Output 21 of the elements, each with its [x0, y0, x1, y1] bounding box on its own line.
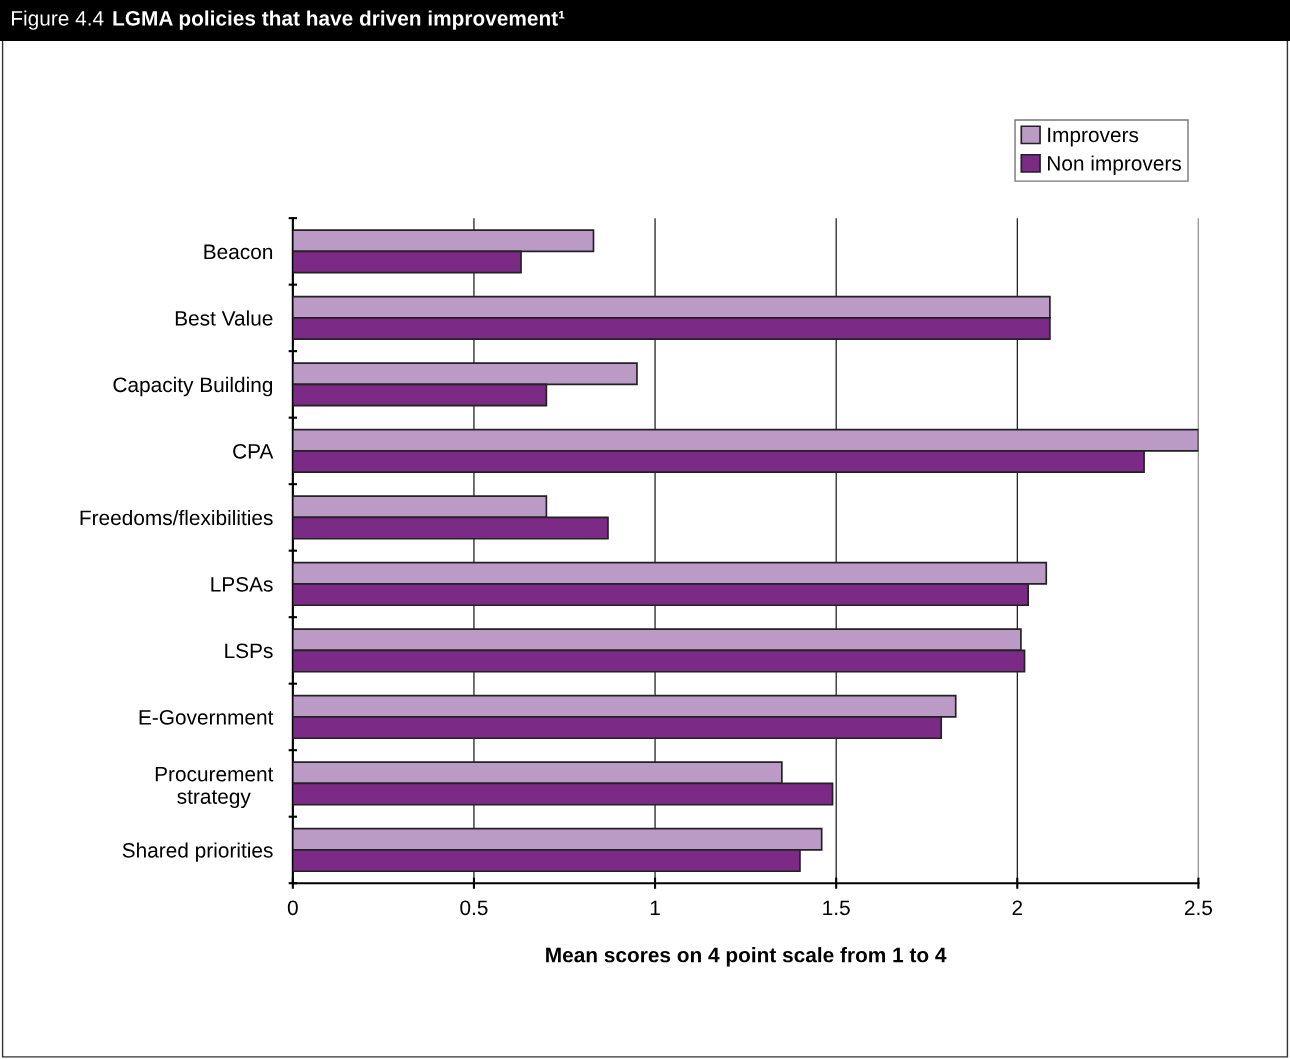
x-tick-label: 0: [287, 900, 298, 916]
x-tick-label: 1.5: [823, 900, 850, 916]
y-tick-label: Freedoms/flexibilities: [80, 509, 273, 526]
x-tick-label: 2: [1012, 900, 1023, 915]
y-tick-label: LPSAs: [211, 576, 273, 592]
y-tick-label: Beacon: [204, 244, 273, 260]
y-tick-label: Procurement strategy: [155, 766, 274, 809]
x-tick-label: 0.5: [460, 900, 488, 916]
legend-label: Non improvers: [1048, 155, 1181, 175]
y-tick-label: Best Value: [175, 310, 273, 326]
y-tick-label: Shared priorities: [122, 842, 273, 862]
x-tick-label: 1: [650, 900, 660, 915]
y-tick-label: E-Government: [139, 709, 274, 725]
x-axis-title: Mean scores on 4 point scale from 1 to 4: [546, 947, 947, 967]
chart-subtitle: LGMA policies that have driven improvement¹: [113, 10, 565, 30]
text: Figure 4.4: [12, 10, 104, 30]
y-tick-label: Capacity Building: [113, 376, 273, 397]
y-tick-label: CPA: [233, 443, 274, 459]
legend-label: Improvers: [1048, 127, 1139, 147]
x-tick-label: 2.5: [1184, 900, 1213, 916]
y-tick-label: LSPs: [225, 643, 273, 659]
